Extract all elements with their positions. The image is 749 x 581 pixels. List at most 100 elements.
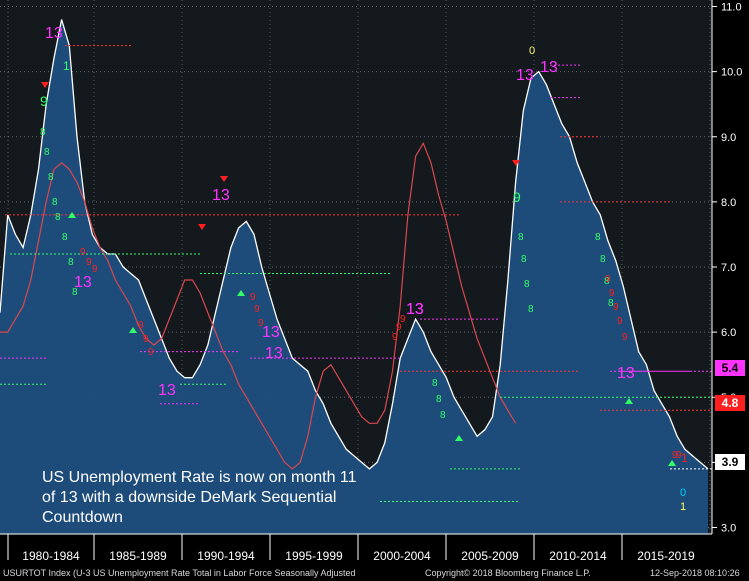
demark-label: 1 — [63, 59, 70, 73]
arrow-up-icon — [455, 435, 463, 441]
x-tick-label: 1995-1999 — [285, 549, 343, 563]
arrow-down-icon — [512, 160, 520, 166]
arrow-up-icon — [237, 290, 245, 296]
sequential-digit: 9 — [676, 450, 682, 461]
demark-label: 13 — [158, 382, 176, 399]
y-tick-label: 11.0 — [721, 2, 742, 14]
y-tick-label: 3.0 — [721, 522, 736, 534]
sequential-digit: 8 — [72, 287, 78, 298]
sequential-digit: 8 — [62, 232, 68, 243]
current-value-label: 3.9 — [715, 454, 745, 470]
sequential-digit: 8 — [600, 254, 606, 265]
demark-label: 9 — [513, 189, 521, 205]
sequential-digit: 9 — [605, 274, 611, 285]
level-label-red: 4.8 — [715, 395, 745, 411]
y-tick-label: 9.0 — [721, 132, 736, 144]
demark-label: 13 — [212, 187, 230, 204]
series-area — [0, 19, 708, 534]
sequential-digit: 9 — [92, 264, 98, 275]
footer-bar: USURTOT Index (U-3 US Unemployment Rate … — [0, 566, 749, 581]
demark-label: 13 — [540, 59, 558, 76]
annotation-line-2: of 13 with a downside DeMark Sequential — [42, 489, 337, 506]
sequential-digit: 9 — [617, 316, 623, 327]
sequential-digit: 9 — [148, 347, 154, 358]
y-tick-label: 10.0 — [721, 67, 742, 79]
sequential-digit: 8 — [68, 257, 74, 268]
sequential-digit: 8 — [524, 279, 530, 290]
sequential-digit: 8 — [432, 378, 438, 389]
demark-label: 0 — [529, 45, 535, 57]
demark-label: 1 — [681, 451, 688, 465]
demark-label: 9 — [40, 93, 48, 109]
sequential-digit: 9 — [400, 314, 406, 325]
x-tick-label: 1990-1994 — [197, 549, 255, 563]
demark-label: 13 — [265, 345, 283, 362]
arrow-up-icon — [625, 398, 633, 404]
arrow-up-icon — [129, 327, 137, 333]
sequential-digit: 8 — [518, 232, 524, 243]
sequential-digit: 9 — [138, 320, 144, 331]
x-tick-label: 2010-2014 — [549, 549, 607, 563]
sequential-digit: 9 — [622, 332, 628, 343]
level-label-magenta: 5.4 — [715, 360, 745, 376]
sequential-digit: 9 — [254, 304, 260, 315]
sequential-digit: 9 — [672, 450, 678, 461]
sequential-digit: 9 — [396, 322, 402, 333]
y-axis: 3.04.05.06.07.08.09.010.011.0 — [711, 0, 749, 534]
demark-label: 13 — [45, 25, 63, 42]
sequential-digit: 8 — [528, 304, 534, 315]
chart-annotation: US Unemployment Rate is now on month 11 … — [42, 468, 422, 528]
sequential-digit: 8 — [608, 298, 614, 309]
sequential-digit: 9 — [86, 257, 92, 268]
demark-label: 1 — [680, 501, 686, 513]
sequential-digit: 9 — [609, 288, 615, 299]
sequential-digit: 9 — [613, 302, 619, 313]
sequential-digit: 8 — [40, 127, 46, 138]
footer-copyright: Copyright© 2018 Bloomberg Finance L.P. — [425, 568, 591, 578]
demark-levels — [0, 45, 712, 502]
x-axis-background — [0, 534, 749, 566]
sequential-digit: 8 — [44, 147, 50, 158]
y-tick-label: 7.0 — [721, 262, 736, 274]
series-line — [0, 19, 709, 470]
demark-label: 13 — [406, 301, 424, 318]
sequential-digit: 9 — [258, 318, 264, 329]
annotation-line-3: Countdown — [42, 509, 123, 526]
arrow-up-icon — [668, 460, 676, 466]
demark-label: 13 — [74, 274, 92, 291]
x-tick-label: 1980-1984 — [22, 549, 80, 563]
y-tick-label: 6.0 — [721, 327, 736, 339]
sequential-digit: 9 — [392, 332, 398, 343]
sequential-digit: 8 — [55, 212, 61, 223]
demark-label: 13 — [406, 301, 424, 318]
sequential-digit: 8 — [595, 232, 601, 243]
arrow-down-icon — [198, 224, 206, 230]
footer-timestamp: 12-Sep-2018 08:10:26 — [650, 568, 740, 578]
demark-label: 13 — [516, 67, 534, 84]
sequential-digit: 8 — [52, 197, 58, 208]
demark-label: 13 — [262, 324, 280, 341]
sequential-digit: 8 — [604, 276, 610, 287]
x-axis: 1980-1984 1985-1989 1990-1994 1995-1999 2000… — [0, 533, 749, 566]
x-tick-label: 2015-2019 — [637, 549, 695, 563]
footer-source: USURTOT Index (U-3 US Unemployment Rate … — [3, 568, 356, 578]
x-tick-label: 2005-2009 — [461, 549, 519, 563]
sequential-digit: 8 — [521, 254, 527, 265]
x-tick-label: 1985-1989 — [109, 549, 167, 563]
demark-label: 0 — [680, 487, 686, 499]
sequential-digit: 8 — [440, 410, 446, 421]
demark-markers: 1391313131313131313131391101088888888888… — [40, 25, 688, 513]
arrow-down-icon — [41, 82, 49, 88]
moving-average-line — [0, 141, 517, 470]
sequential-digit: 8 — [48, 172, 54, 183]
sequential-digit: 9 — [143, 334, 149, 345]
x-tick-label: 2000-2004 — [373, 549, 431, 563]
y-tick-label: 8.0 — [721, 197, 736, 209]
sequential-digit: 9 — [80, 247, 86, 258]
sequential-digit: 9 — [250, 292, 256, 303]
y-axis-background — [712, 0, 749, 534]
annotation-line-1: US Unemployment Rate is now on month 11 — [42, 469, 357, 486]
arrow-up-icon — [68, 212, 76, 218]
arrow-down-icon — [220, 176, 228, 182]
